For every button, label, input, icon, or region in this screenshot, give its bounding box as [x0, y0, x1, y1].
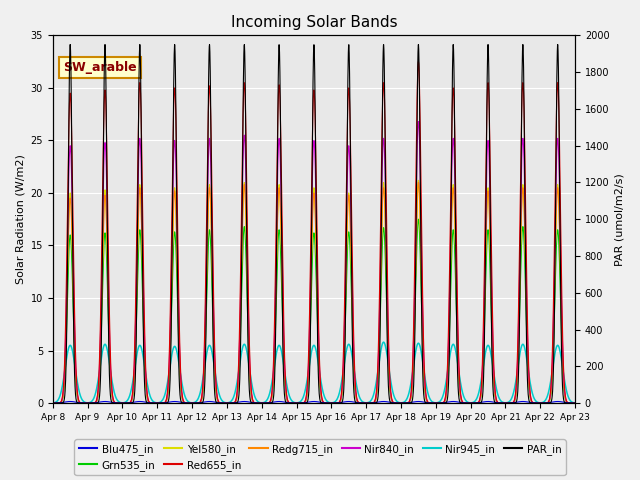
Legend: Blu475_in, Grn535_in, Yel580_in, Red655_in, Redg715_in, Nir840_in, Nir945_in, PA: Blu475_in, Grn535_in, Yel580_in, Red655_… [74, 439, 566, 475]
Title: Incoming Solar Bands: Incoming Solar Bands [230, 15, 397, 30]
Y-axis label: PAR (umol/m2/s): PAR (umol/m2/s) [615, 173, 625, 265]
Text: SW_arable: SW_arable [63, 61, 137, 74]
Y-axis label: Solar Radiation (W/m2): Solar Radiation (W/m2) [15, 154, 25, 284]
